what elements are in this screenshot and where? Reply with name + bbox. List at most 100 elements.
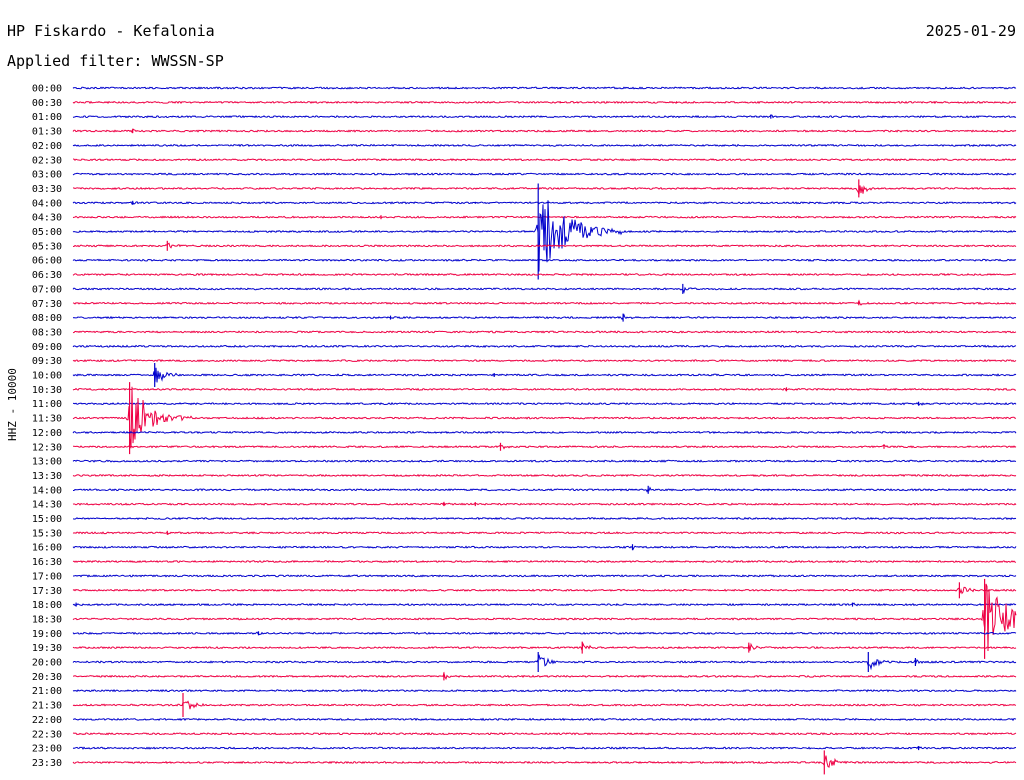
time-tick-label: 07:00 bbox=[32, 284, 62, 295]
time-tick-label: 14:00 bbox=[32, 485, 62, 496]
trace-0600 bbox=[72, 258, 1017, 262]
trace-1600 bbox=[72, 545, 1017, 551]
filter-label: Applied filter: WWSSN-SP bbox=[7, 52, 224, 70]
time-tick-label: 05:00 bbox=[32, 227, 62, 238]
time-tick-label: 19:00 bbox=[32, 629, 62, 640]
time-tick-label: 23:30 bbox=[32, 758, 62, 769]
time-tick-label: 10:00 bbox=[32, 371, 62, 382]
trace-0030 bbox=[72, 100, 1017, 104]
trace-2230 bbox=[72, 732, 1017, 736]
trace-0300 bbox=[72, 172, 1017, 176]
trace-2300 bbox=[72, 746, 1017, 750]
time-tick-label: 01:00 bbox=[32, 112, 62, 123]
trace-0230 bbox=[72, 158, 1017, 162]
time-tick-label: 17:00 bbox=[32, 571, 62, 582]
trace-1800 bbox=[72, 602, 1017, 607]
trace-1730 bbox=[72, 586, 1017, 595]
time-tick-label: 22:00 bbox=[32, 715, 62, 726]
trace-0700 bbox=[72, 286, 1017, 294]
trace-0530 bbox=[72, 242, 1017, 249]
trace-0730 bbox=[72, 299, 1017, 306]
time-tick-label: 20:00 bbox=[32, 658, 62, 669]
time-tick-label: 22:30 bbox=[32, 729, 62, 740]
time-tick-label: 02:00 bbox=[32, 141, 62, 152]
time-tick-label: 07:30 bbox=[32, 299, 62, 310]
time-tick-label: 03:00 bbox=[32, 170, 62, 181]
time-tick-label: 05:30 bbox=[32, 241, 62, 252]
trace-0000 bbox=[72, 86, 1017, 90]
time-tick-label: 13:30 bbox=[32, 471, 62, 482]
time-tick-label: 09:30 bbox=[32, 356, 62, 367]
time-tick-label: 12:00 bbox=[32, 428, 62, 439]
trace-1530 bbox=[72, 531, 1017, 536]
time-tick-label: 09:00 bbox=[32, 342, 62, 353]
time-tick-label: 03:30 bbox=[32, 184, 62, 195]
trace-1430 bbox=[72, 501, 1017, 506]
time-tick-label: 11:00 bbox=[32, 399, 62, 410]
trace-2130 bbox=[72, 700, 1017, 710]
time-tick-label: 16:30 bbox=[32, 557, 62, 568]
trace-0200 bbox=[72, 143, 1017, 148]
time-tick-label: 20:30 bbox=[32, 672, 62, 683]
time-tick-label: 23:00 bbox=[32, 744, 62, 755]
trace-1030 bbox=[72, 387, 1016, 392]
trace-1830 bbox=[72, 583, 1017, 652]
time-tick-label: 12:30 bbox=[32, 442, 62, 453]
trace-1330 bbox=[72, 473, 1017, 478]
time-tick-label: 08:30 bbox=[32, 327, 62, 338]
trace-1300 bbox=[72, 459, 1017, 463]
trace-0100 bbox=[72, 114, 1017, 119]
trace-1100 bbox=[73, 402, 1017, 406]
time-tick-label: 10:30 bbox=[32, 385, 62, 396]
trace-1930 bbox=[72, 641, 1017, 651]
time-tick-label: 04:30 bbox=[32, 213, 62, 224]
trace-1130 bbox=[72, 386, 1016, 449]
time-tick-label: 06:30 bbox=[32, 270, 62, 281]
trace-1000 bbox=[72, 367, 1017, 383]
time-tick-label: 02:30 bbox=[32, 155, 62, 166]
time-tick-label: 19:30 bbox=[32, 643, 62, 654]
trace-1500 bbox=[72, 516, 1017, 521]
trace-1630 bbox=[72, 559, 1017, 564]
trace-0500 bbox=[72, 200, 1017, 272]
tick-label-group: 00:00 00:30 01:00 01:30 02:00 02:30 03:00 03:30… bbox=[32, 84, 62, 769]
time-tick-label: 15:30 bbox=[32, 528, 62, 539]
trace-1700 bbox=[73, 574, 1017, 578]
time-tick-label: 16:00 bbox=[32, 543, 62, 554]
time-tick-label: 11:30 bbox=[32, 414, 62, 425]
trace-0830 bbox=[72, 330, 1017, 334]
trace-0330 bbox=[72, 185, 1017, 195]
date-label: 2025-01-29 bbox=[925, 22, 1016, 40]
time-tick-label: 06:00 bbox=[32, 256, 62, 267]
trace-0930 bbox=[72, 358, 1017, 363]
trace-2200 bbox=[72, 717, 1017, 722]
trace-1200 bbox=[72, 430, 1017, 435]
trace-0900 bbox=[72, 344, 1017, 348]
trace-2000 bbox=[72, 654, 1017, 671]
trace-2100 bbox=[72, 689, 1017, 693]
trace-0800 bbox=[72, 313, 1017, 320]
trace-0630 bbox=[72, 272, 1017, 277]
time-tick-label: 00:30 bbox=[32, 98, 62, 109]
time-tick-label: 14:30 bbox=[32, 500, 62, 511]
time-tick-label: 15:00 bbox=[32, 514, 62, 525]
time-tick-label: 21:30 bbox=[32, 701, 62, 712]
trace-2330 bbox=[72, 755, 1017, 768]
time-tick-label: 21:00 bbox=[32, 686, 62, 697]
time-tick-label: 00:00 bbox=[32, 84, 62, 95]
time-tick-label: 18:00 bbox=[32, 600, 62, 611]
station-title: HP Fiskardo - Kefalonia bbox=[7, 22, 215, 40]
time-tick-label: 04:00 bbox=[32, 198, 62, 209]
time-tick-label: 01:30 bbox=[32, 127, 62, 138]
time-tick-label: 17:30 bbox=[32, 586, 62, 597]
trace-2030 bbox=[73, 671, 1017, 680]
trace-1900 bbox=[72, 631, 1017, 636]
trace-0400 bbox=[72, 201, 1017, 205]
time-tick-label: 13:00 bbox=[32, 457, 62, 468]
trace-1400 bbox=[73, 486, 1017, 493]
trace-group bbox=[72, 86, 1017, 775]
trace-0130 bbox=[72, 128, 1017, 134]
time-tick-label: 08:00 bbox=[32, 313, 62, 324]
time-tick-label: 18:30 bbox=[32, 614, 62, 625]
